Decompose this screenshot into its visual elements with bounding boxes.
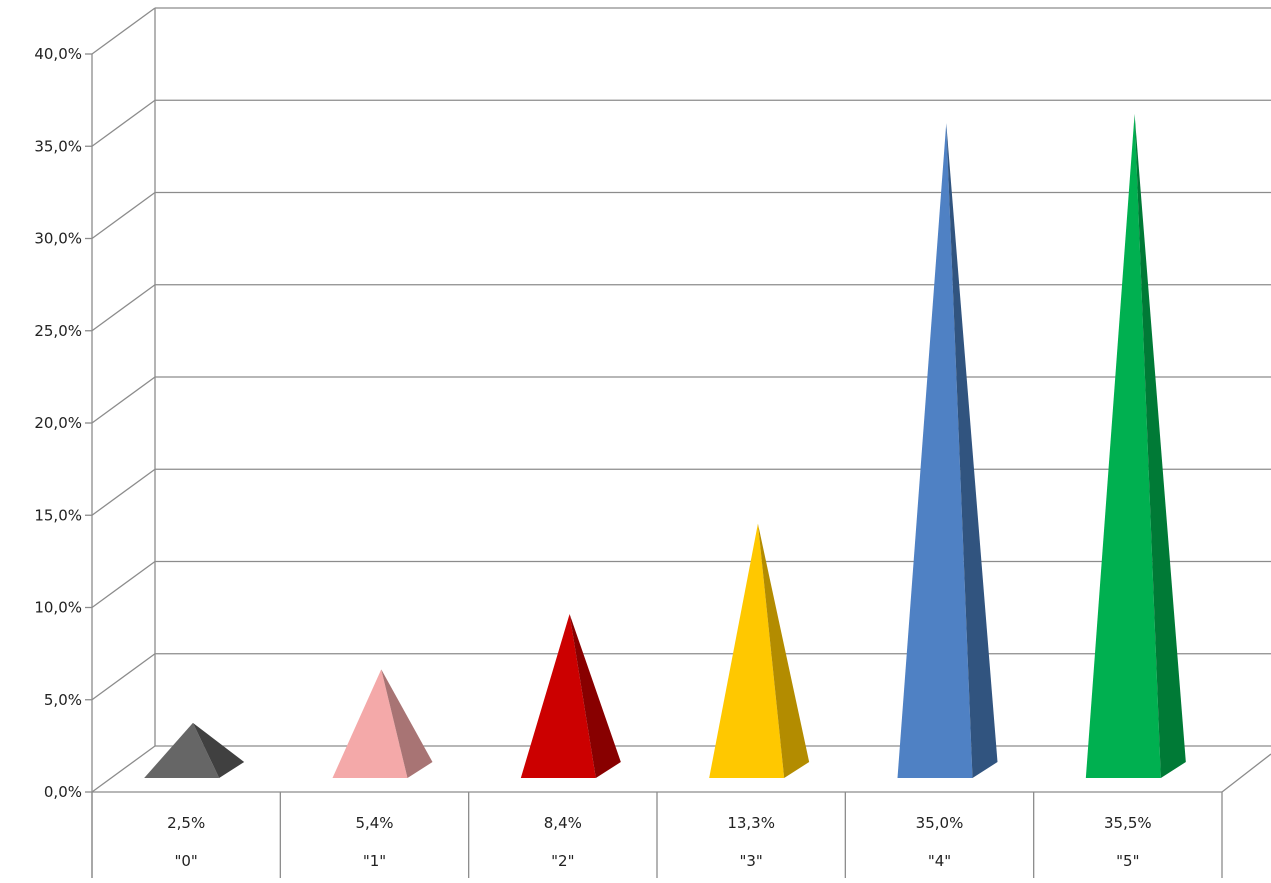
bar-side-face <box>192 722 245 778</box>
grid <box>85 7 1271 793</box>
y-axis: 0,0% 5,0% 10,0% 15,0% 20,0% 25,0% 30,0% 35,0% 40… <box>34 45 82 801</box>
bars <box>144 114 1186 778</box>
y-tick-label: 30,0% <box>34 230 82 248</box>
bar-side-face <box>569 614 621 778</box>
category-label: "5" <box>1116 852 1139 870</box>
y-tick-label: 0,0% <box>44 783 82 801</box>
category-label: "2" <box>551 852 574 870</box>
data-label: 35,5% <box>1104 814 1152 832</box>
y-tick-label: 10,0% <box>34 599 82 617</box>
bar-front-face <box>520 614 596 778</box>
bar-front-face <box>144 722 220 778</box>
data-label: 2,5% <box>167 814 205 832</box>
gridline-diagonal <box>91 376 156 424</box>
category-label: "3" <box>739 852 762 870</box>
y-tick-label: 5,0% <box>44 691 82 709</box>
bar-front-face <box>709 523 785 778</box>
bar <box>332 669 433 778</box>
bar-front-face <box>1085 114 1161 778</box>
category-label: "4" <box>928 852 951 870</box>
gridline-diagonal <box>91 560 156 609</box>
data-label: 8,4% <box>544 814 582 832</box>
floor-right-edge <box>1221 753 1271 793</box>
bar-side-face <box>946 123 998 778</box>
bar-side-face <box>381 669 433 778</box>
category-label: "0" <box>174 852 197 870</box>
bar-front-face <box>332 669 408 778</box>
gridline-diagonal <box>91 7 156 55</box>
data-label: 35,0% <box>916 814 964 832</box>
gridline-diagonal <box>91 284 156 332</box>
gridline-diagonal <box>91 99 156 147</box>
y-tick-label: 35,0% <box>34 137 82 155</box>
bar <box>897 123 998 778</box>
gridline-diagonal <box>91 653 156 701</box>
gridline-diagonal <box>91 745 156 793</box>
y-tick-label: 40,0% <box>34 45 82 63</box>
data-label: 5,4% <box>355 814 393 832</box>
y-tick-label: 20,0% <box>34 414 82 432</box>
data-label: 13,3% <box>727 814 775 832</box>
data-table: 2,5% "0" 5,4% "1" 8,4% "2" 13,3% "3" 35,0% "4" 35,… <box>91 792 1223 878</box>
y-tick-label: 25,0% <box>34 322 82 340</box>
y-tick-label: 15,0% <box>34 506 82 524</box>
bar <box>520 614 621 778</box>
bar-front-face <box>897 123 973 778</box>
gridline-diagonal <box>91 191 156 240</box>
bar <box>144 722 245 778</box>
bar <box>709 523 810 778</box>
bar-side-face <box>1134 114 1186 778</box>
bar <box>1085 114 1186 778</box>
category-label: "1" <box>363 852 386 870</box>
bar-side-face <box>757 523 810 778</box>
gridline-diagonal <box>91 468 156 516</box>
